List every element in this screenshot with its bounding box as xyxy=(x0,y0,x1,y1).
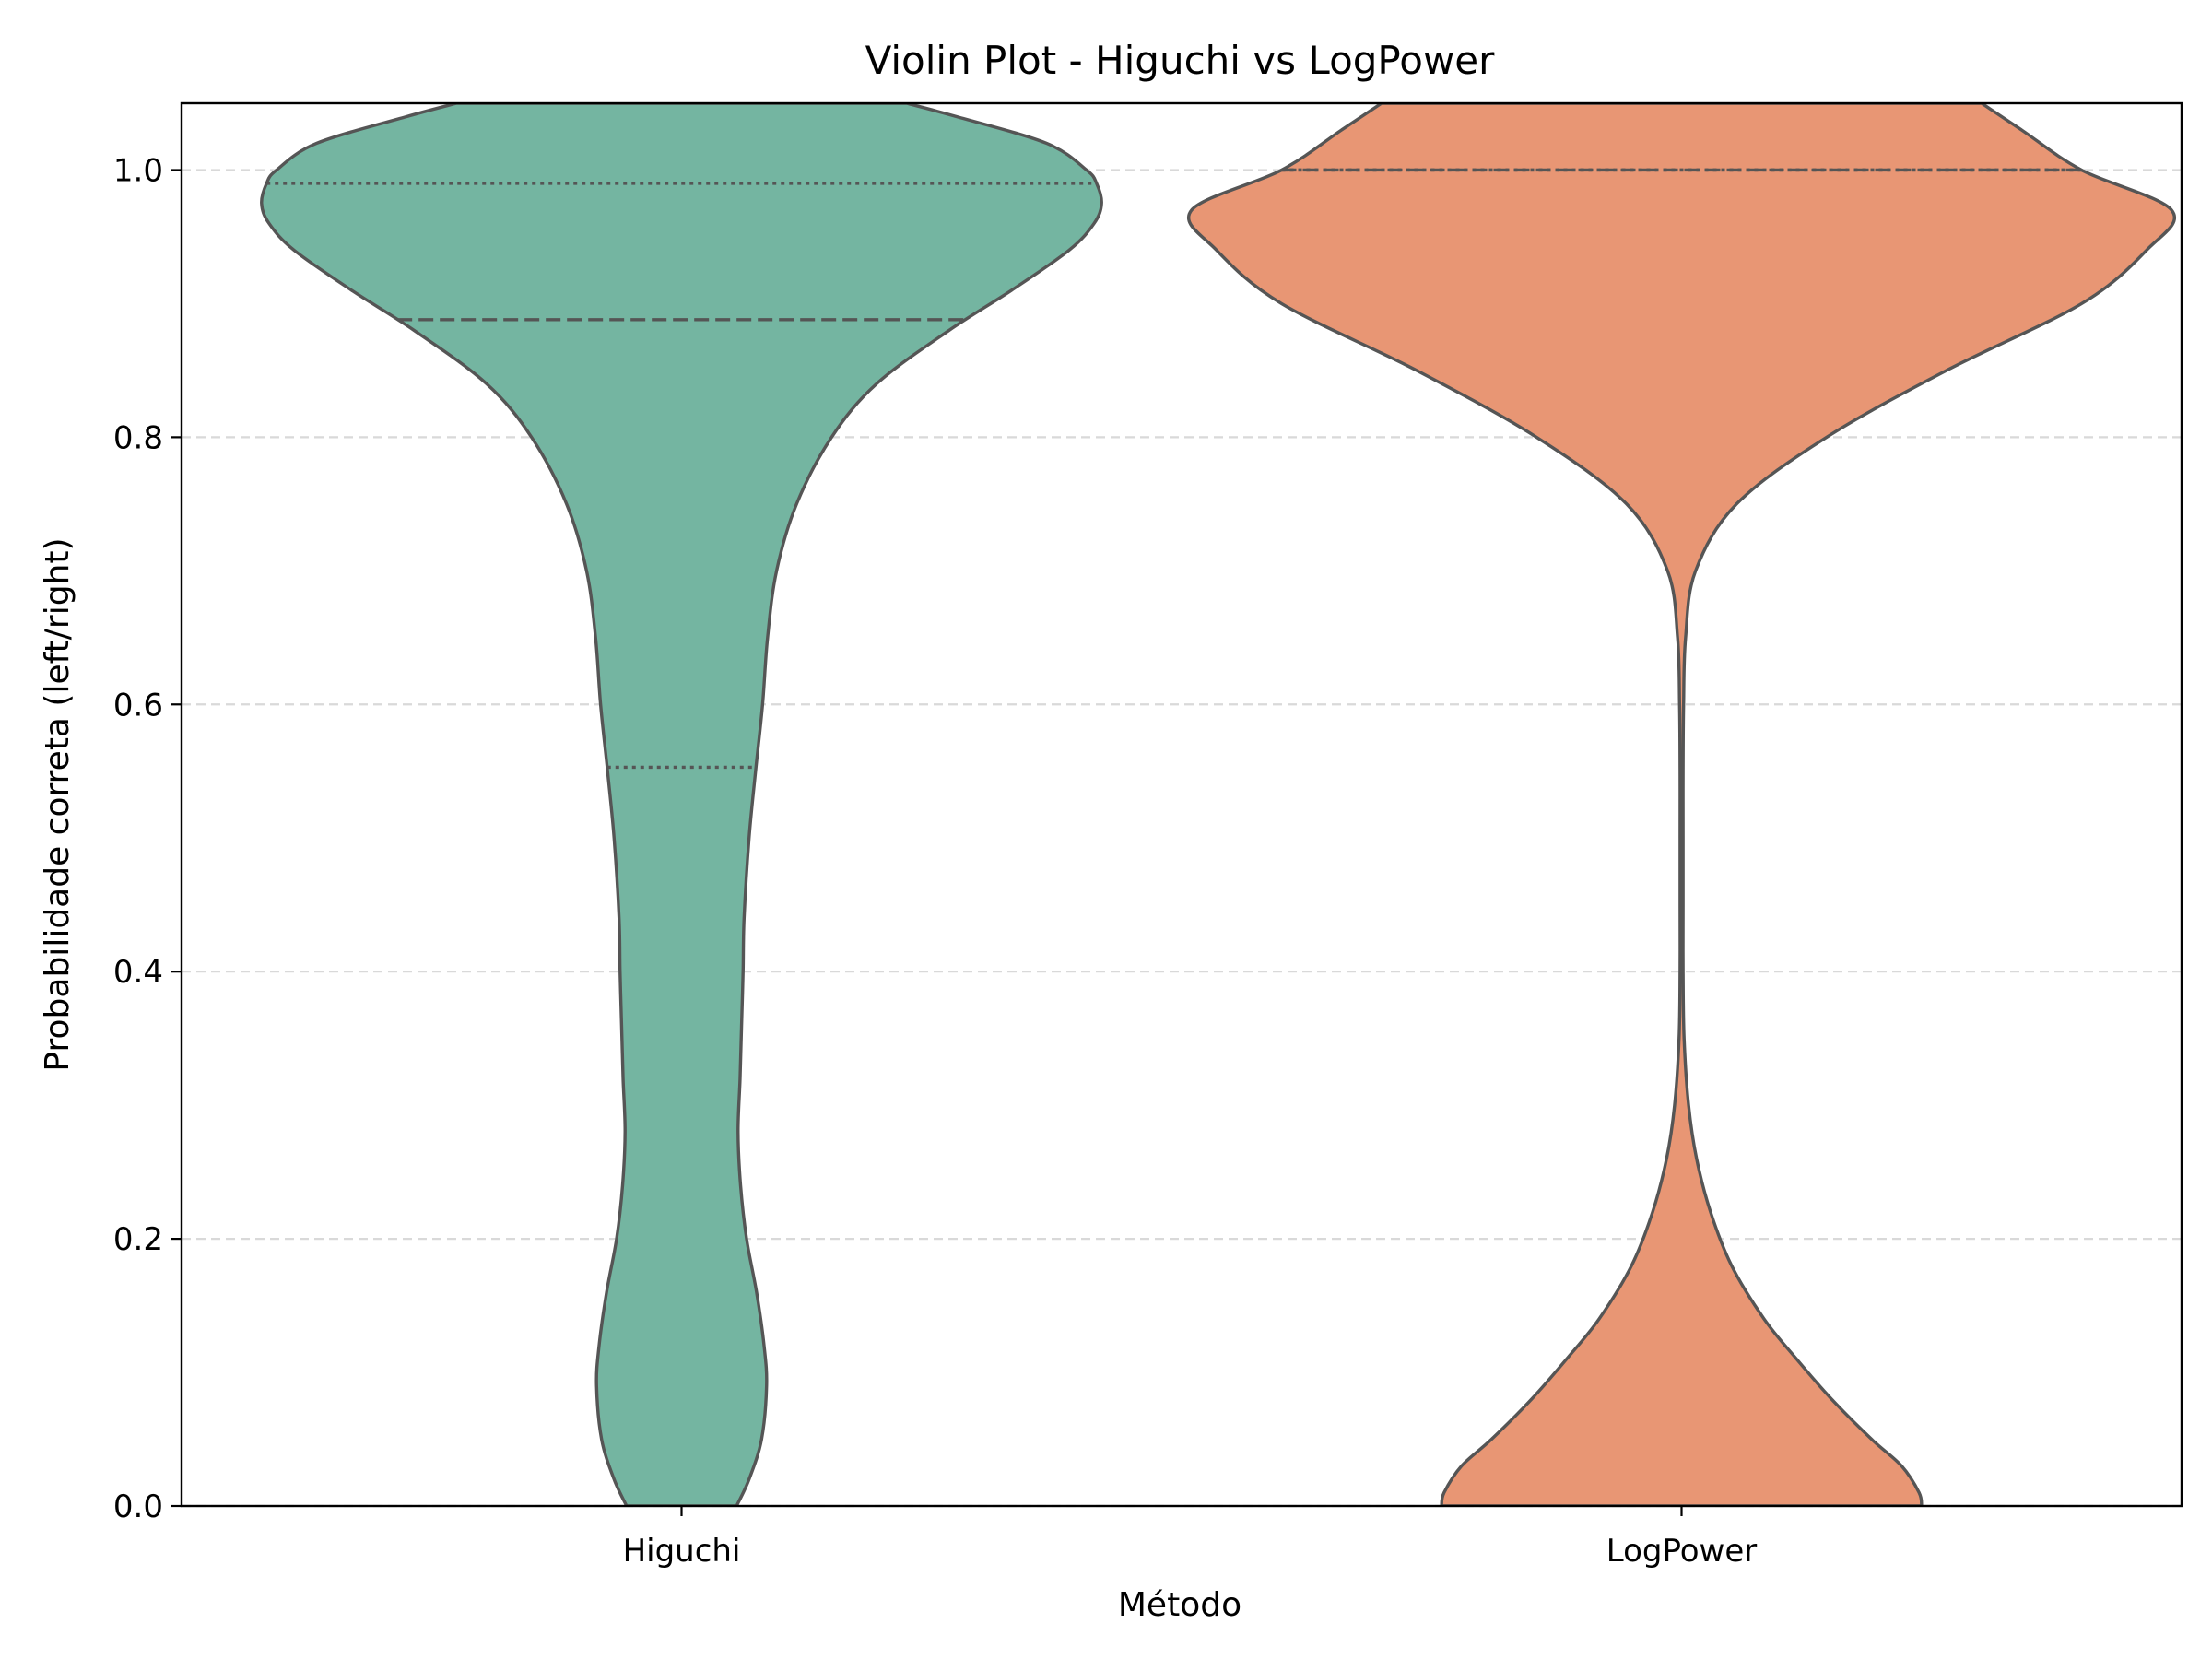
y-tick-label: 0.8 xyxy=(113,419,163,456)
y-tick-label: 0.0 xyxy=(113,1488,163,1525)
violin-higuchi xyxy=(260,103,1103,1506)
x-tick-label: LogPower xyxy=(1606,1533,1758,1570)
violin-logpower xyxy=(1186,103,2177,1506)
axes-frame xyxy=(180,101,2183,1508)
y-axis-label: Probabilidade correta (left/right) xyxy=(39,537,76,1071)
axes: 0.0 0.2 0.4 0.6 0.8 1.0 Higuchi LogPower xyxy=(113,101,2183,1570)
y-tick-label: 0.4 xyxy=(113,954,163,991)
y-tick-label: 0.6 xyxy=(113,687,163,724)
violins xyxy=(260,103,2177,1506)
y-tick-label: 0.2 xyxy=(113,1221,163,1258)
violin-clip-group xyxy=(260,103,2177,1506)
x-tick-label: Higuchi xyxy=(623,1533,741,1570)
chart-title: Violin Plot - Higuchi vs LogPower xyxy=(865,38,1496,83)
x-axis-label: Método xyxy=(1118,1586,1241,1624)
y-tick-label: 1.0 xyxy=(113,152,163,189)
